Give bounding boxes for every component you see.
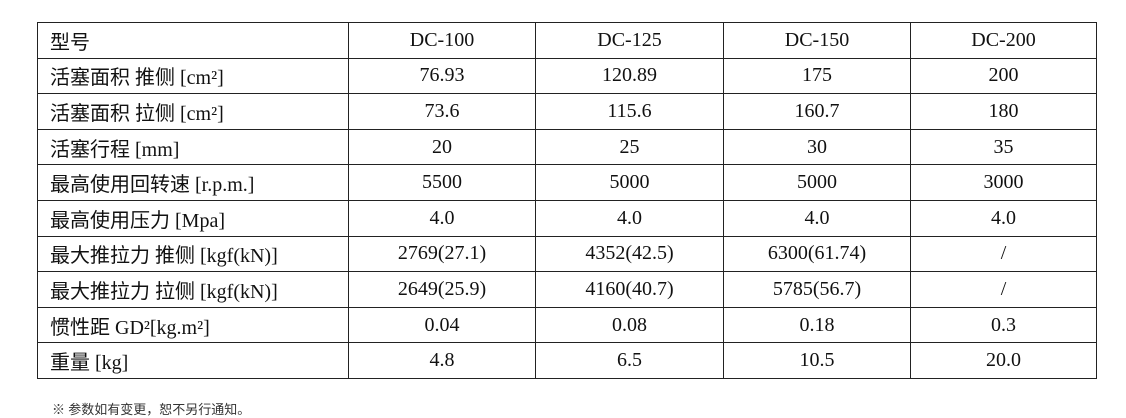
cell: 20.0	[910, 342, 1097, 379]
spec-table: 型号 DC-100 DC-125 DC-150 DC-200 活塞面积 推侧 [cm²] 7…	[37, 22, 1097, 379]
cell: 5785(56.7)	[723, 271, 911, 308]
cell: 10.5	[723, 342, 911, 379]
table-row: 最高使用压力 [Mpa] 4.0 4.0 4.0 4.0	[37, 199, 1097, 237]
cell: 4.0	[910, 199, 1097, 237]
cell: 0.08	[535, 306, 724, 344]
cell: 160.7	[723, 93, 911, 130]
row-label: 最高使用回转速 [r.p.m.]	[37, 164, 349, 201]
cell: 25	[535, 128, 724, 166]
cell: 6300(61.74)	[723, 235, 911, 273]
cell: 4.0	[348, 199, 536, 237]
cell: 4160(40.7)	[535, 271, 724, 308]
cell: 5500	[348, 164, 536, 201]
cell: 5000	[723, 164, 911, 201]
table-body: 型号 DC-100 DC-125 DC-150 DC-200 活塞面积 推侧 [cm²] 7…	[37, 22, 1097, 379]
cell: DC-150	[723, 22, 911, 59]
cell: 4.0	[723, 199, 911, 237]
cell: 0.3	[910, 306, 1097, 344]
row-label: 最高使用压力 [Mpa]	[37, 199, 349, 237]
cell: 6.5	[535, 342, 724, 379]
cell: /	[910, 271, 1097, 308]
cell: 20	[348, 128, 536, 166]
row-label: 最大推拉力 拉侧 [kgf(kN)]	[37, 271, 349, 308]
cell: 2649(25.9)	[348, 271, 536, 308]
cell: 4.8	[348, 342, 536, 379]
cell: 5000	[535, 164, 724, 201]
cell: DC-125	[535, 22, 724, 59]
table-row: 活塞面积 拉侧 [cm²] 73.6 115.6 160.7 180	[37, 93, 1097, 130]
cell: 175	[723, 57, 911, 95]
cell: 200	[910, 57, 1097, 95]
cell: 76.93	[348, 57, 536, 95]
row-label: 最大推拉力 推侧 [kgf(kN)]	[37, 235, 349, 273]
cell: 4.0	[535, 199, 724, 237]
cell: DC-200	[910, 22, 1097, 59]
cell: 115.6	[535, 93, 724, 130]
header-row: 型号 DC-100 DC-125 DC-150 DC-200	[37, 22, 1097, 59]
table-row: 惯性距 GD²[kg.m²] 0.04 0.08 0.18 0.3	[37, 306, 1097, 344]
cell: 180	[910, 93, 1097, 130]
table-row: 重量 [kg] 4.8 6.5 10.5 20.0	[37, 342, 1097, 379]
row-label: 型号	[37, 22, 349, 59]
table-row: 最大推拉力 拉侧 [kgf(kN)] 2649(25.9) 4160(40.7) 57…	[37, 271, 1097, 308]
cell: 2769(27.1)	[348, 235, 536, 273]
cell: /	[910, 235, 1097, 273]
row-label: 活塞面积 拉侧 [cm²]	[37, 93, 349, 130]
cell: 120.89	[535, 57, 724, 95]
row-label: 活塞面积 推侧 [cm²]	[37, 57, 349, 95]
cell: 0.04	[348, 306, 536, 344]
row-label: 惯性距 GD²[kg.m²]	[37, 306, 349, 344]
footnote: ※ 参数如有变更，恕不另行通知。	[52, 402, 251, 417]
row-label: 重量 [kg]	[37, 342, 349, 379]
cell: 35	[910, 128, 1097, 166]
cell: 4352(42.5)	[535, 235, 724, 273]
table-row: 活塞面积 推侧 [cm²] 76.93 120.89 175 200	[37, 57, 1097, 95]
table-row: 最高使用回转速 [r.p.m.] 5500 5000 5000 3000	[37, 164, 1097, 201]
row-label: 活塞行程 [mm]	[37, 128, 349, 166]
cell: DC-100	[348, 22, 536, 59]
cell: 30	[723, 128, 911, 166]
table-row: 最大推拉力 推侧 [kgf(kN)] 2769(27.1) 4352(42.5) 63…	[37, 235, 1097, 273]
cell: 3000	[910, 164, 1097, 201]
cell: 0.18	[723, 306, 911, 344]
table-row: 活塞行程 [mm] 20 25 30 35	[37, 128, 1097, 166]
cell: 73.6	[348, 93, 536, 130]
